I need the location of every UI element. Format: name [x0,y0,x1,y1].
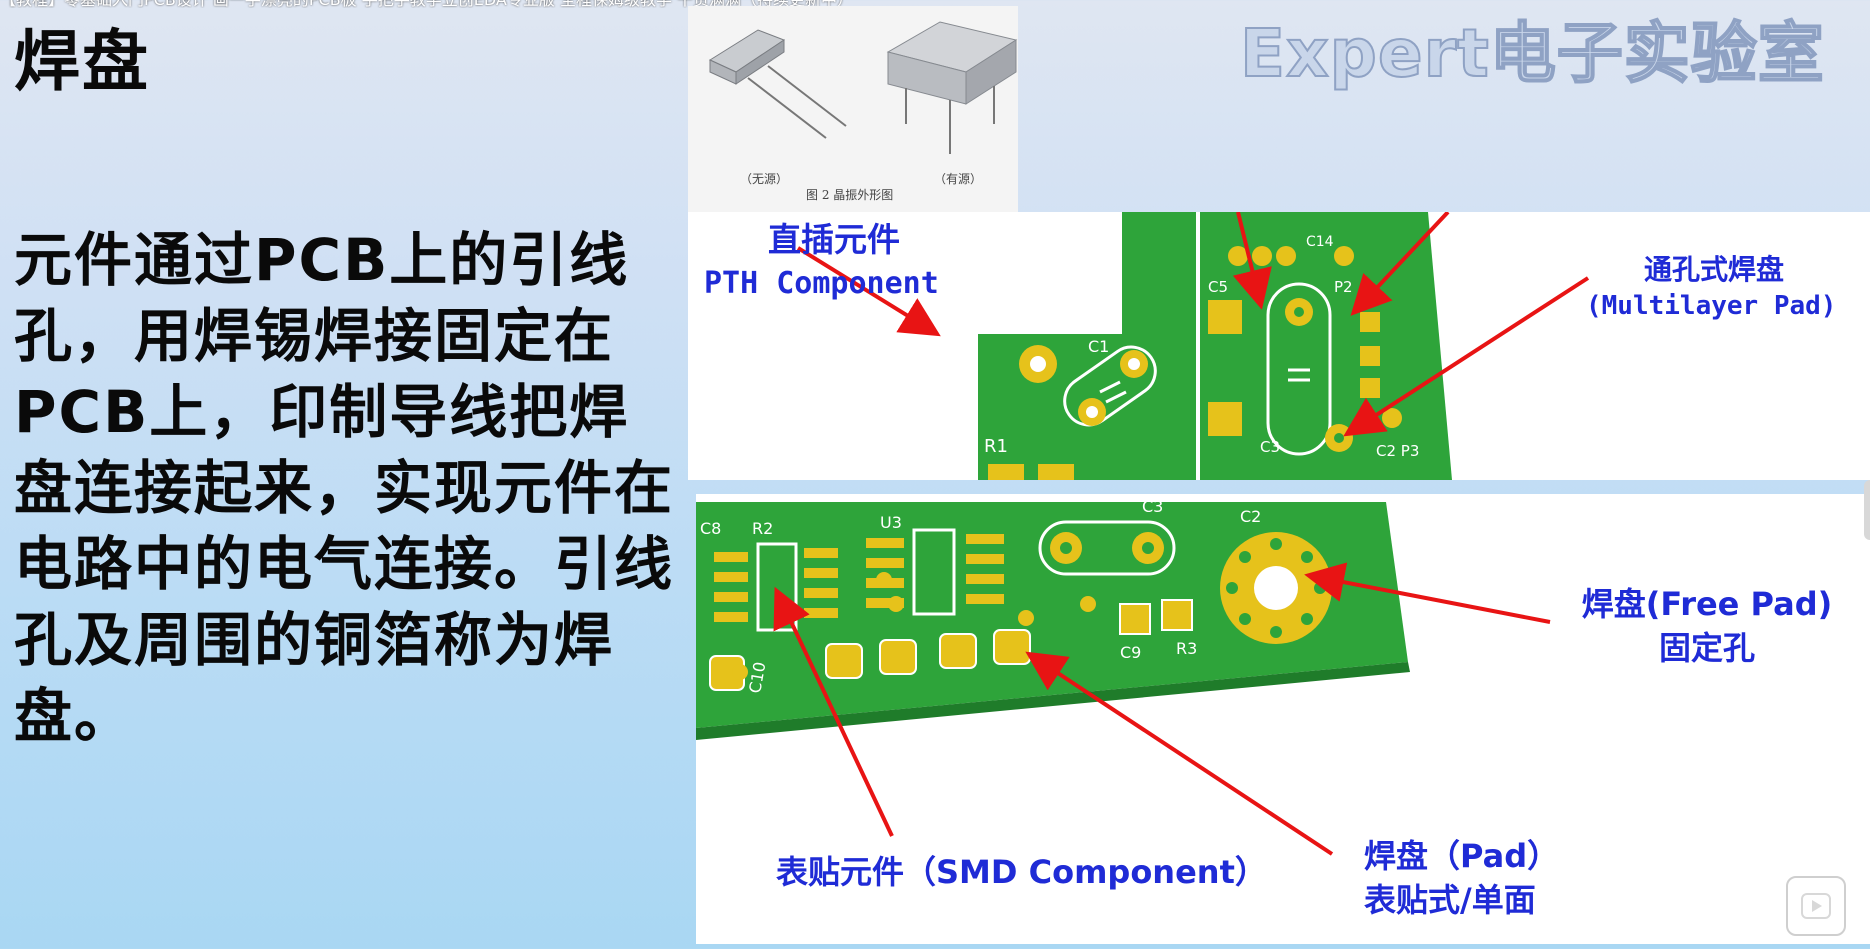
page-heading: 焊盘 [14,23,150,100]
arrow-multilayer-2 [1350,210,1450,316]
passive-caption: （无源） [740,172,789,186]
play-icon-glyph [1801,893,1831,919]
silk-R2: R2 [752,519,773,538]
figure-caption: 图 2 晶振外形图 [806,188,894,202]
label-free-pad-1: 焊盘(Free Pad) [1581,585,1833,623]
silk-R1: R1 [984,436,1008,457]
silk-U3: U3 [880,513,902,532]
pcb-figure-bottom: C8 R2 U3 C3 C2 C10 C9 R3 焊盘(Free Pad) 固定… [696,494,1870,944]
label-smd: 表贴元件（SMD Component） [776,853,1267,891]
silk-C9: C9 [1120,643,1141,662]
label-pad-2: 表贴式/单面 [1364,881,1536,919]
side-panel-tab[interactable] [1864,480,1870,540]
watermark: Expert电子实验室 [1239,14,1825,93]
label-multilayer-cn: 通孔式焊盘 [1643,253,1784,286]
arrow-free-pad [1304,562,1551,624]
arrow-multilayer-1 [1232,211,1272,310]
arrow-multilayer-3 [1343,276,1590,437]
silk-C2-P3: C2 P3 [1376,442,1419,460]
label-free-pad-2: 固定孔 [1658,629,1755,667]
silk-P2: P2 [1334,278,1353,296]
active-oscillator-image [886,21,1018,154]
label-pad-1: 焊盘（Pad） [1364,837,1560,875]
label-pth-en: PTH Component [704,266,939,301]
silk-C14: C14 [1306,234,1334,250]
arrow-pad [1025,651,1334,856]
silk-C5: C5 [1208,278,1228,296]
video-title: 【教程】零基础入门PCB设计 画一手漂亮的PCB板 手把手教学立创EDA专业版 … [0,0,1000,8]
pcb-top-right-board: C5 C14 P2 C3 C2 P3 [1200,212,1452,480]
silk-R3: R3 [1176,639,1197,658]
pcb-figure-top: R1 C1 C5 C14 P2 C3 C2 P3 [688,210,1870,480]
pcb-top-illustration: R1 C1 C5 C14 P2 C3 C2 P3 [796,210,1590,480]
arrow-smd [773,586,894,837]
body-text: 元件通过PCB上的引线孔，用焊锡焊接固定在PCB上，印制导线把焊盘连接起来，实现… [14,226,675,750]
crystal-illustration [708,21,1018,154]
pcb-bottom-board: C8 R2 U3 C3 C2 C10 C9 R3 [696,497,1410,740]
play-icon[interactable] [1786,876,1846,936]
crystal-figure: （无源） （有源） 图 2 晶振外形图 [688,6,1018,212]
pcb-bottom-illustration: C8 R2 U3 C3 C2 C10 C9 R3 [696,497,1551,856]
silk-C1: C1 [1088,337,1109,356]
label-multilayer-en: (Multilayer Pad) [1586,291,1837,321]
silk-C3: C3 [1260,438,1280,456]
silk-C8: C8 [700,519,721,538]
passive-crystal-image [708,29,847,139]
silk-C2: C2 [1240,507,1261,526]
arrow-pth [796,246,941,337]
pcb-top-left-board: R1 C1 [978,212,1196,480]
active-caption: （有源） [934,172,983,186]
silk-C3: C3 [1142,497,1163,516]
label-pth-cn: 直插元件 [768,220,900,259]
